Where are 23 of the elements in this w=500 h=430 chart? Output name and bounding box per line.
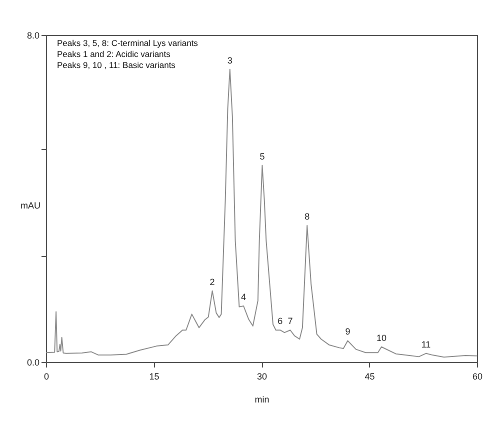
annotation: 10 bbox=[376, 332, 386, 343]
x-tick-label: 60 bbox=[472, 372, 483, 382]
line-series bbox=[46, 68, 477, 358]
y-axis-title: mAU bbox=[20, 200, 40, 210]
annotation: 9 bbox=[345, 326, 350, 337]
annotation: 6 bbox=[278, 316, 283, 326]
x-tick-label: 30 bbox=[256, 372, 268, 382]
annotation: 2 bbox=[210, 276, 215, 287]
y-tick-label: 0.0 bbox=[26, 358, 40, 368]
annotation: Peaks 9, 10 , 11: Basic variants bbox=[57, 60, 176, 70]
x-tick-label: 15 bbox=[149, 372, 160, 382]
annotation: 7 bbox=[288, 316, 293, 326]
x-tick-label: 0 bbox=[44, 372, 50, 382]
annotation: 11 bbox=[421, 339, 431, 350]
annotation: Peaks 1 and 2: Acidic variants bbox=[57, 49, 170, 59]
annotation: 4 bbox=[241, 292, 246, 302]
x-tick-label: 45 bbox=[364, 372, 375, 382]
x-axis-title: min bbox=[254, 394, 270, 404]
annotation: 8 bbox=[304, 211, 310, 222]
y-tick-label: 8.0 bbox=[26, 30, 40, 40]
annotation: 3 bbox=[227, 55, 232, 66]
annotation: 5 bbox=[260, 151, 265, 162]
annotation: Peaks 3, 5, 8: C-terminal Lys variants bbox=[57, 38, 198, 48]
